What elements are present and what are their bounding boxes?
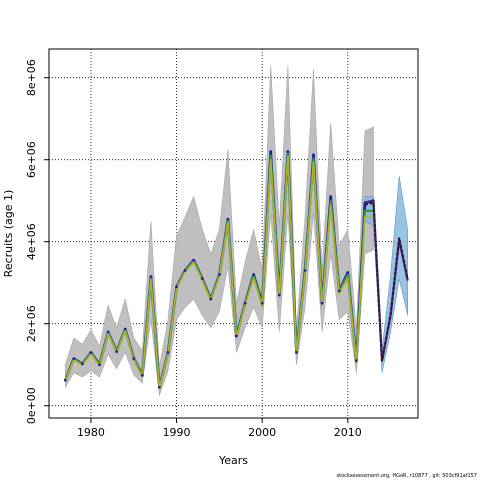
series-point-1981 bbox=[98, 363, 101, 367]
axis-layer: 1980 1990 2000 2010 0e+00 2e+06 4e+06 6e+06 8e+0… bbox=[25, 59, 362, 439]
confidence-band-main bbox=[65, 65, 374, 396]
series-point-1997 bbox=[235, 334, 238, 338]
series-point-1993 bbox=[200, 277, 204, 280]
series-point-1994 bbox=[209, 297, 213, 301]
recent-line-dashed bbox=[364, 201, 409, 362]
series-point-1978 bbox=[72, 357, 76, 360]
y-tick-label-4e+06: 4e+06 bbox=[25, 223, 38, 260]
series-point-1982 bbox=[106, 330, 110, 334]
series-point-1991 bbox=[183, 269, 187, 272]
series-point-1977 bbox=[63, 378, 67, 382]
y-tick-label-8e+06: 8e+06 bbox=[25, 59, 38, 96]
series-point-2001 bbox=[269, 150, 273, 153]
plot-frame bbox=[48, 48, 419, 419]
series-point-2000 bbox=[260, 301, 264, 305]
y-tick-label-6e+06: 6e+06 bbox=[25, 141, 38, 178]
x-tick-label-2000: 2000 bbox=[248, 426, 276, 439]
series-point-1987 bbox=[149, 275, 153, 278]
series-point-2010 bbox=[346, 271, 350, 274]
series-point-1996 bbox=[226, 217, 230, 221]
series-point-1999 bbox=[252, 273, 255, 276]
series-point-1995 bbox=[218, 273, 221, 276]
footer-note: stockassessment.org, HGoR, r10877 , git:… bbox=[336, 473, 477, 479]
x-tick-label-1990: 1990 bbox=[163, 426, 191, 439]
y-tick-label-0e+00: 0e+00 bbox=[25, 387, 38, 424]
series-point-2008 bbox=[329, 195, 332, 198]
series-point-2004 bbox=[295, 351, 298, 354]
series-point-2002 bbox=[278, 293, 281, 297]
series-point-1980 bbox=[89, 351, 93, 354]
series-point-1998 bbox=[243, 301, 247, 305]
series-point-2007 bbox=[320, 301, 324, 305]
series-point-1986 bbox=[141, 374, 144, 377]
y-tick-label-2e+06: 2e+06 bbox=[25, 305, 38, 342]
series-point-1990 bbox=[175, 285, 178, 289]
series-point-2006 bbox=[312, 153, 315, 157]
series-point-2011 bbox=[355, 359, 358, 362]
series-point-1979 bbox=[81, 362, 84, 366]
series-point-1985 bbox=[132, 357, 136, 360]
y-axis-title: Recruits (age 1) bbox=[2, 190, 15, 278]
series-layer bbox=[63, 150, 409, 390]
series-point-2005 bbox=[303, 269, 307, 272]
series-point-1989 bbox=[166, 351, 170, 354]
series-point-2003 bbox=[286, 150, 290, 153]
x-axis-title: Years bbox=[218, 454, 248, 467]
x-tick-label-2010: 2010 bbox=[334, 426, 362, 439]
series-point-2009 bbox=[337, 289, 341, 293]
series-point-1984 bbox=[123, 327, 127, 331]
series-point-1983 bbox=[115, 350, 118, 353]
series-point-1992 bbox=[192, 258, 195, 262]
x-tick-label-1980: 1980 bbox=[77, 426, 105, 439]
series-point-1988 bbox=[158, 385, 161, 389]
